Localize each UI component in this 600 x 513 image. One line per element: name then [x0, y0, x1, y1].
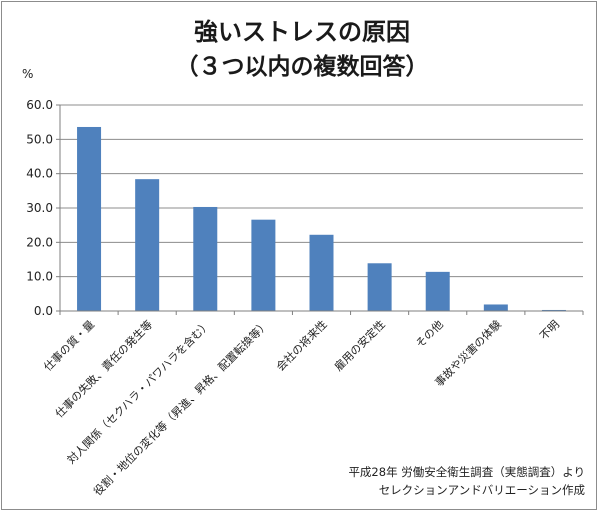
x-tick-label: その他 [413, 318, 446, 351]
bar [425, 271, 450, 311]
source-note-line2: セレクションアンドバリエーション作成 [379, 483, 586, 497]
x-tick-label: 会社の将来性 [273, 317, 330, 374]
x-tick-label: 雇用の安定性 [331, 317, 388, 374]
bar [367, 263, 392, 311]
bar [135, 179, 160, 311]
bar [309, 234, 334, 311]
bars [77, 126, 566, 312]
bar [483, 304, 508, 311]
y-axis-ticks: 0.0 10.0 20.0 30.0 40.0 50.0 60.0 [26, 98, 60, 318]
bar [77, 126, 102, 312]
x-tick-label: 仕事の失敗、責任の発生等 [52, 317, 155, 420]
bar [541, 309, 566, 311]
chart-subtitle: （３つ以内の複数回答） [176, 53, 429, 80]
chart-title: 強いストレスの原因 [194, 18, 410, 46]
y-tick-label: 30.0 [26, 201, 53, 215]
y-tick-label: 60.0 [26, 98, 53, 112]
y-tick-label: 0.0 [34, 304, 53, 318]
y-tick-label: 10.0 [26, 270, 53, 284]
y-axis-unit: % [22, 67, 33, 81]
x-tick-label: 不明 [537, 318, 562, 343]
y-tick-label: 50.0 [26, 132, 53, 146]
y-tick-label: 40.0 [26, 167, 53, 181]
x-tick-label: 仕事の質・量 [41, 317, 98, 374]
source-note-line1: 平成28年 労働安全衛生調査（実態調査）より [348, 465, 585, 479]
bar [193, 206, 218, 311]
y-tick-label: 20.0 [26, 235, 53, 249]
bar [251, 219, 276, 311]
